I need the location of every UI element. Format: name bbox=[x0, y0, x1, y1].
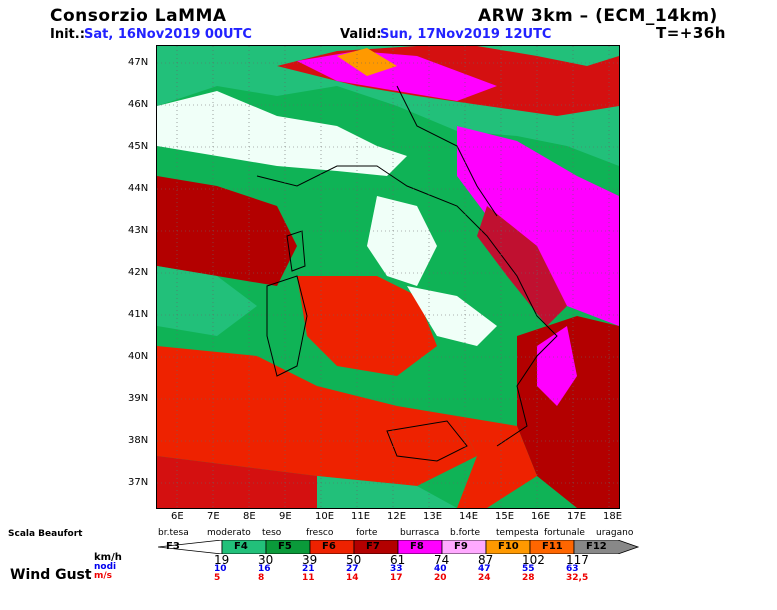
variable-label: Wind Gust bbox=[10, 567, 92, 583]
model-title: ARW 3km – (ECM_14km) bbox=[478, 6, 718, 26]
threshold-nodi: 33 bbox=[390, 564, 403, 574]
beaufort-description: moderato bbox=[207, 528, 251, 538]
threshold-kmh: 117 bbox=[566, 553, 589, 567]
lon-tick: 17E bbox=[567, 511, 587, 522]
beaufort-description: fresco bbox=[306, 528, 334, 538]
threshold-nodi: 40 bbox=[434, 564, 447, 574]
valid-label: Valid: bbox=[340, 27, 382, 42]
lon-tick: 7E bbox=[207, 511, 220, 522]
beaufort-description: fortunale bbox=[544, 528, 585, 538]
threshold-kmh: 74 bbox=[434, 553, 450, 567]
threshold-nodi: 55 bbox=[522, 564, 535, 574]
lat-tick: 39N bbox=[128, 393, 149, 404]
lat-tick: 47N bbox=[128, 57, 149, 68]
init-value: Sat, 16Nov2019 00UTC bbox=[84, 27, 252, 42]
lon-tick: 15E bbox=[495, 511, 515, 522]
threshold-nodi: 63 bbox=[566, 564, 579, 574]
scale-title: Scala Beaufort bbox=[8, 529, 83, 539]
lat-tick: 37N bbox=[128, 477, 149, 488]
threshold-ms: 20 bbox=[434, 573, 447, 583]
beaufort-description: forte bbox=[356, 528, 378, 538]
beaufort-class-label: F5 bbox=[278, 541, 292, 552]
threshold-ms: 14 bbox=[346, 573, 359, 583]
lon-tick: 6E bbox=[171, 511, 184, 522]
lat-tick: 44N bbox=[128, 183, 149, 194]
app-title: Consorzio LaMMA bbox=[50, 6, 227, 26]
beaufort-class-label: F12 bbox=[586, 541, 607, 552]
lon-tick: 12E bbox=[387, 511, 407, 522]
lon-tick: 8E bbox=[243, 511, 256, 522]
threshold-ms: 8 bbox=[258, 573, 265, 583]
lon-tick: 16E bbox=[531, 511, 551, 522]
lon-tick: 11E bbox=[351, 511, 371, 522]
lat-tick: 38N bbox=[128, 435, 149, 446]
threshold-nodi: 16 bbox=[258, 564, 271, 574]
lon-tick: 14E bbox=[459, 511, 479, 522]
threshold-nodi: 21 bbox=[302, 564, 315, 574]
beaufort-class-label: F11 bbox=[542, 541, 563, 552]
valid-value: Sun, 17Nov2019 12UTC bbox=[380, 27, 552, 42]
threshold-ms: 5 bbox=[214, 573, 221, 583]
beaufort-description: br.tesa bbox=[158, 528, 189, 538]
beaufort-class-label: F8 bbox=[410, 541, 424, 552]
beaufort-description: teso bbox=[262, 528, 282, 538]
map-canvas bbox=[157, 46, 619, 508]
beaufort-description: b.forte bbox=[450, 528, 481, 538]
threshold-ms: 32,5 bbox=[566, 573, 589, 583]
init-label: Init.: bbox=[50, 27, 85, 42]
threshold-nodi: 10 bbox=[214, 564, 227, 574]
lon-tick: 10E bbox=[315, 511, 335, 522]
unit-nodi: nodi bbox=[94, 562, 117, 572]
lat-tick: 43N bbox=[128, 225, 149, 236]
lat-tick: 45N bbox=[128, 141, 149, 152]
threshold-kmh: 50 bbox=[346, 553, 362, 567]
lat-tick: 46N bbox=[128, 99, 149, 110]
beaufort-class-label: F6 bbox=[322, 541, 336, 552]
beaufort-class-label: F7 bbox=[366, 541, 380, 552]
beaufort-color-bar bbox=[158, 540, 640, 554]
threshold-ms: 28 bbox=[522, 573, 535, 583]
forecast-step: T=+36h bbox=[656, 24, 726, 42]
beaufort-description: uragano bbox=[596, 528, 634, 538]
unit-kmh: km/h bbox=[94, 552, 122, 563]
threshold-kmh: 39 bbox=[302, 553, 318, 567]
beaufort-description: tempesta bbox=[496, 528, 539, 538]
wind-gust-map bbox=[156, 45, 620, 509]
threshold-nodi: 27 bbox=[346, 564, 359, 574]
lon-tick: 9E bbox=[279, 511, 292, 522]
threshold-nodi: 47 bbox=[478, 564, 491, 574]
beaufort-class-label: F4 bbox=[234, 541, 248, 552]
threshold-kmh: 102 bbox=[522, 553, 545, 567]
threshold-kmh: 61 bbox=[390, 553, 406, 567]
lon-tick: 13E bbox=[423, 511, 443, 522]
threshold-kmh: 87 bbox=[478, 553, 494, 567]
beaufort-color-cell bbox=[573, 540, 640, 554]
lat-tick: 42N bbox=[128, 267, 149, 278]
lat-tick: 41N bbox=[128, 309, 149, 320]
threshold-ms: 24 bbox=[478, 573, 491, 583]
beaufort-class-label: F9 bbox=[454, 541, 468, 552]
threshold-ms: 17 bbox=[390, 573, 403, 583]
lat-tick: 40N bbox=[128, 351, 149, 362]
beaufort-class-label: F10 bbox=[498, 541, 519, 552]
beaufort-class-label: F3 bbox=[166, 541, 180, 552]
threshold-ms: 11 bbox=[302, 573, 315, 583]
lon-tick: 18E bbox=[603, 511, 623, 522]
threshold-kmh: 30 bbox=[258, 553, 274, 567]
threshold-kmh: 19 bbox=[214, 553, 230, 567]
unit-ms: m/s bbox=[94, 571, 113, 581]
beaufort-description: burrasca bbox=[400, 528, 440, 538]
